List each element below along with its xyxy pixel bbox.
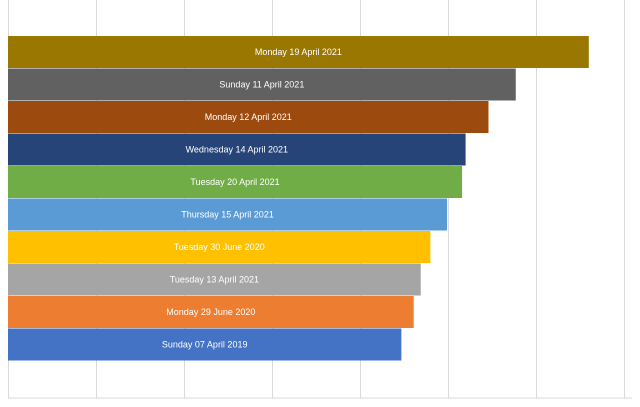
bar-5 [8,166,463,198]
bar-label-8: Tuesday 13 April 2021 [170,275,259,285]
bar-2 [8,68,516,101]
bar-4 [8,133,466,166]
bar-label-10: Sunday 07 April 2019 [162,340,248,350]
bar-9 [8,296,414,328]
bar-label-5: Tuesday 20 April 2021 [190,177,279,187]
bar-label-4: Wednesday 14 April 2021 [186,145,288,155]
bar-label-1: Monday 19 April 2021 [255,47,342,57]
bar-label-7: Tuesday 30 June 2020 [174,242,265,252]
bar-8 [8,263,421,296]
bar-label-2: Sunday 11 April 2021 [219,80,304,90]
bar-6 [8,198,448,231]
bar-label-3: Monday 12 April 2021 [205,112,292,122]
bar-3 [8,101,489,133]
bar-10 [8,328,402,361]
bar-7 [8,231,431,263]
bars-group: Monday 19 April 2021 Sunday 11 April 2021… [8,36,589,361]
bar-label-6: Thursday 15 April 2021 [181,210,274,220]
bar-1 [8,36,589,68]
bar-label-9: Monday 29 June 2020 [166,307,255,317]
